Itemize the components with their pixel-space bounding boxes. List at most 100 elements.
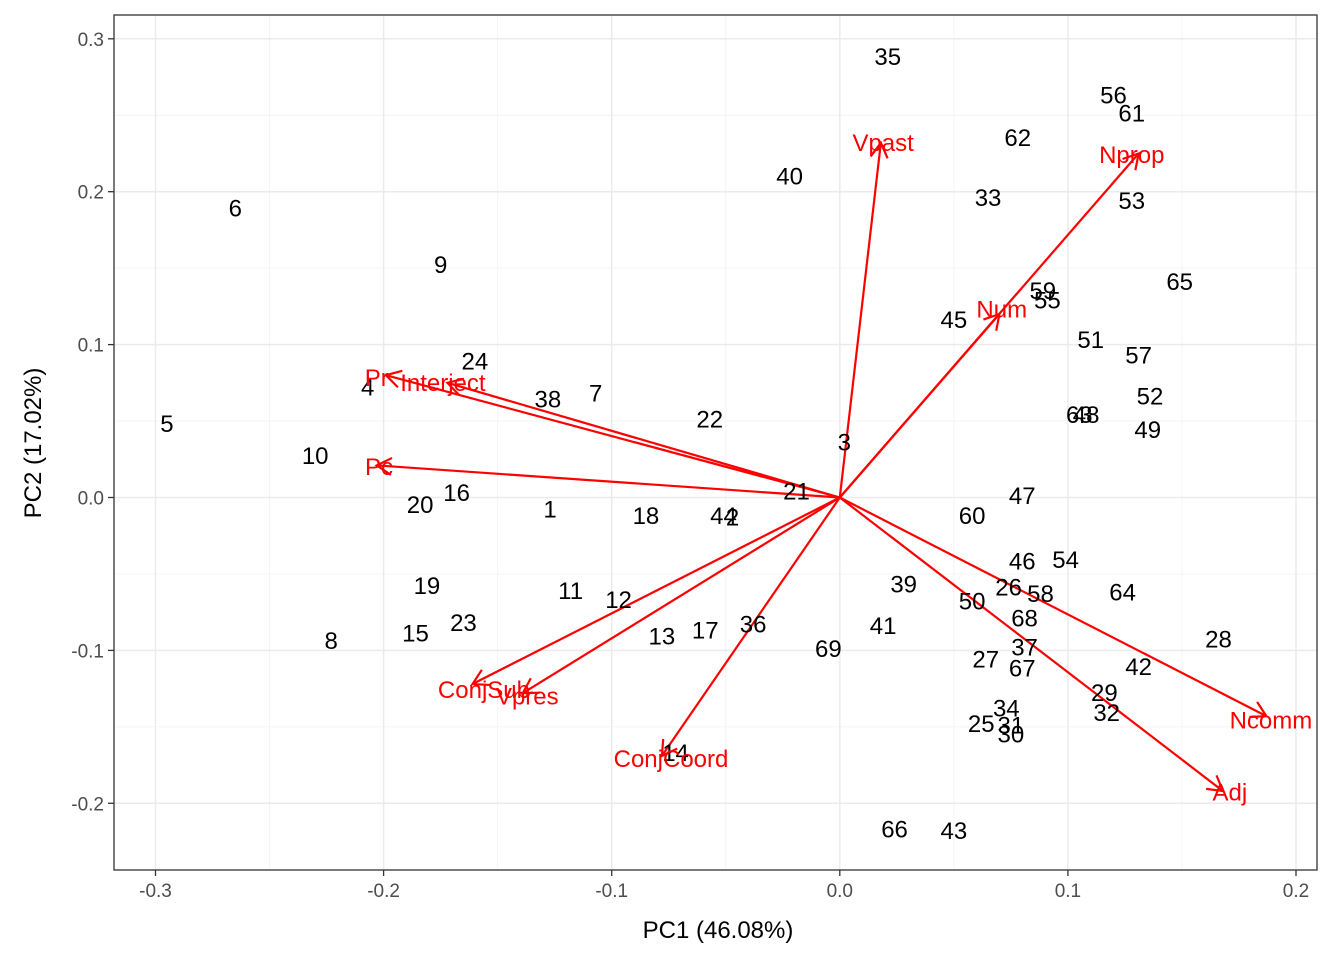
y-tick-label: 0.2 <box>78 183 104 204</box>
point-label: 37 <box>1011 634 1038 661</box>
y-tick-label: -0.2 <box>71 794 104 815</box>
point-label: 44 <box>710 503 737 530</box>
point-label: 24 <box>461 348 488 375</box>
variable-label-conjsub: ConjSub <box>438 677 530 704</box>
y-tick-label: 0.3 <box>78 30 104 51</box>
point-label: 61 <box>1118 101 1145 128</box>
x-axis-title: PC1 (46.08%) <box>643 917 794 944</box>
point-label: 16 <box>443 480 470 507</box>
vector-num <box>838 312 1001 499</box>
point-label: 62 <box>1004 125 1031 152</box>
x-tick-label: 0.0 <box>827 881 853 902</box>
point-label: 5 <box>160 411 173 438</box>
variable-label-vpast: Vpast <box>852 130 914 157</box>
x-tick-label: 0.1 <box>1055 881 1081 902</box>
point-label: 48 <box>1073 402 1100 429</box>
point-label: 51 <box>1077 327 1104 354</box>
variable-label-vpres: Vpres <box>496 683 559 710</box>
point-label: 20 <box>407 492 434 519</box>
point-label: 8 <box>324 628 337 655</box>
point-label: 3 <box>838 429 851 456</box>
point-label: 6 <box>229 196 242 223</box>
point-label: 18 <box>633 503 660 530</box>
point-label: 10 <box>302 443 329 470</box>
point-label: 22 <box>696 407 723 434</box>
point-label: 4 <box>361 374 374 401</box>
point-label: 65 <box>1166 269 1193 296</box>
point-label: 40 <box>776 163 803 190</box>
point-label: 69 <box>815 636 842 663</box>
point-label: 53 <box>1118 188 1145 215</box>
loading-vectors <box>374 140 1269 793</box>
vector-conjsub <box>470 496 841 687</box>
vector-vpast <box>838 140 889 498</box>
variable-label-num: Num <box>976 296 1027 323</box>
point-label: 42 <box>1125 654 1152 681</box>
point-label: 30 <box>998 721 1025 748</box>
point-label: 11 <box>558 578 583 605</box>
point-label: 17 <box>692 618 719 645</box>
vector-vpres <box>520 496 841 695</box>
variable-label-pr: Pr <box>365 365 389 392</box>
x-tick-label: -0.2 <box>367 881 400 902</box>
x-tick-label: -0.3 <box>139 881 172 902</box>
point-label: 60 <box>959 503 986 530</box>
point-label: 56 <box>1100 82 1127 109</box>
y-axis-title: PC2 (17.02%) <box>20 368 47 519</box>
point-label: 64 <box>1109 579 1136 606</box>
vector-ncomm <box>839 496 1269 719</box>
point-label: 35 <box>874 44 901 71</box>
y-tick-label: 0.1 <box>78 336 104 357</box>
major-gridlines <box>114 15 1317 870</box>
point-label: 19 <box>414 573 441 600</box>
point-label: 28 <box>1205 627 1232 654</box>
point-label: 31 <box>998 712 1025 739</box>
vector-interject <box>445 377 841 499</box>
point-label: 21 <box>783 478 810 505</box>
vector-pc <box>374 456 840 499</box>
variable-label-adj: Adj <box>1213 780 1248 807</box>
point-label: 14 <box>662 740 689 767</box>
variable-label-nprop: Nprop <box>1099 142 1164 169</box>
point-label: 1 <box>543 497 556 524</box>
x-tick-label: 0.2 <box>1283 881 1309 902</box>
point-label: 33 <box>975 185 1002 212</box>
point-label: 38 <box>534 387 561 414</box>
point-label: 66 <box>881 816 908 843</box>
variable-label-interject: Interject <box>400 370 486 397</box>
x-axis: -0.3 -0.2 -0.1 0.0 0.1 0.2 <box>139 870 1309 902</box>
variable-label-pc: Pc <box>365 454 393 481</box>
point-label: 57 <box>1125 342 1152 369</box>
point-label: 46 <box>1009 549 1036 576</box>
point-label: 43 <box>940 818 967 845</box>
point-label: 68 <box>1011 605 1038 632</box>
point-label: 59 <box>1029 278 1056 305</box>
vector-pr <box>383 369 841 499</box>
point-label: 34 <box>993 696 1020 723</box>
point-label: 36 <box>740 611 767 638</box>
point-label: 47 <box>1009 483 1036 510</box>
variable-label-ncomm: Ncomm <box>1230 708 1313 735</box>
point-label: 9 <box>434 252 447 279</box>
point-label: 25 <box>968 711 995 738</box>
point-label: 54 <box>1052 547 1079 574</box>
point-label: 29 <box>1091 680 1118 707</box>
point-label: 13 <box>649 624 676 651</box>
point-label: 23 <box>450 610 477 637</box>
point-label: 52 <box>1137 384 1164 411</box>
point-label: 7 <box>589 381 602 408</box>
point-label: 27 <box>972 647 999 674</box>
point-label: 50 <box>959 588 986 615</box>
variable-label-conjcoord: ConjCoord <box>614 746 729 773</box>
point-label: 45 <box>940 307 967 334</box>
point-label: 41 <box>870 613 897 640</box>
point-label: 67 <box>1009 656 1036 683</box>
vector-conjcoord <box>660 496 841 758</box>
point-label: 12 <box>605 587 632 614</box>
point-label: 55 <box>1034 287 1061 314</box>
x-tick-label: -0.1 <box>595 881 628 902</box>
